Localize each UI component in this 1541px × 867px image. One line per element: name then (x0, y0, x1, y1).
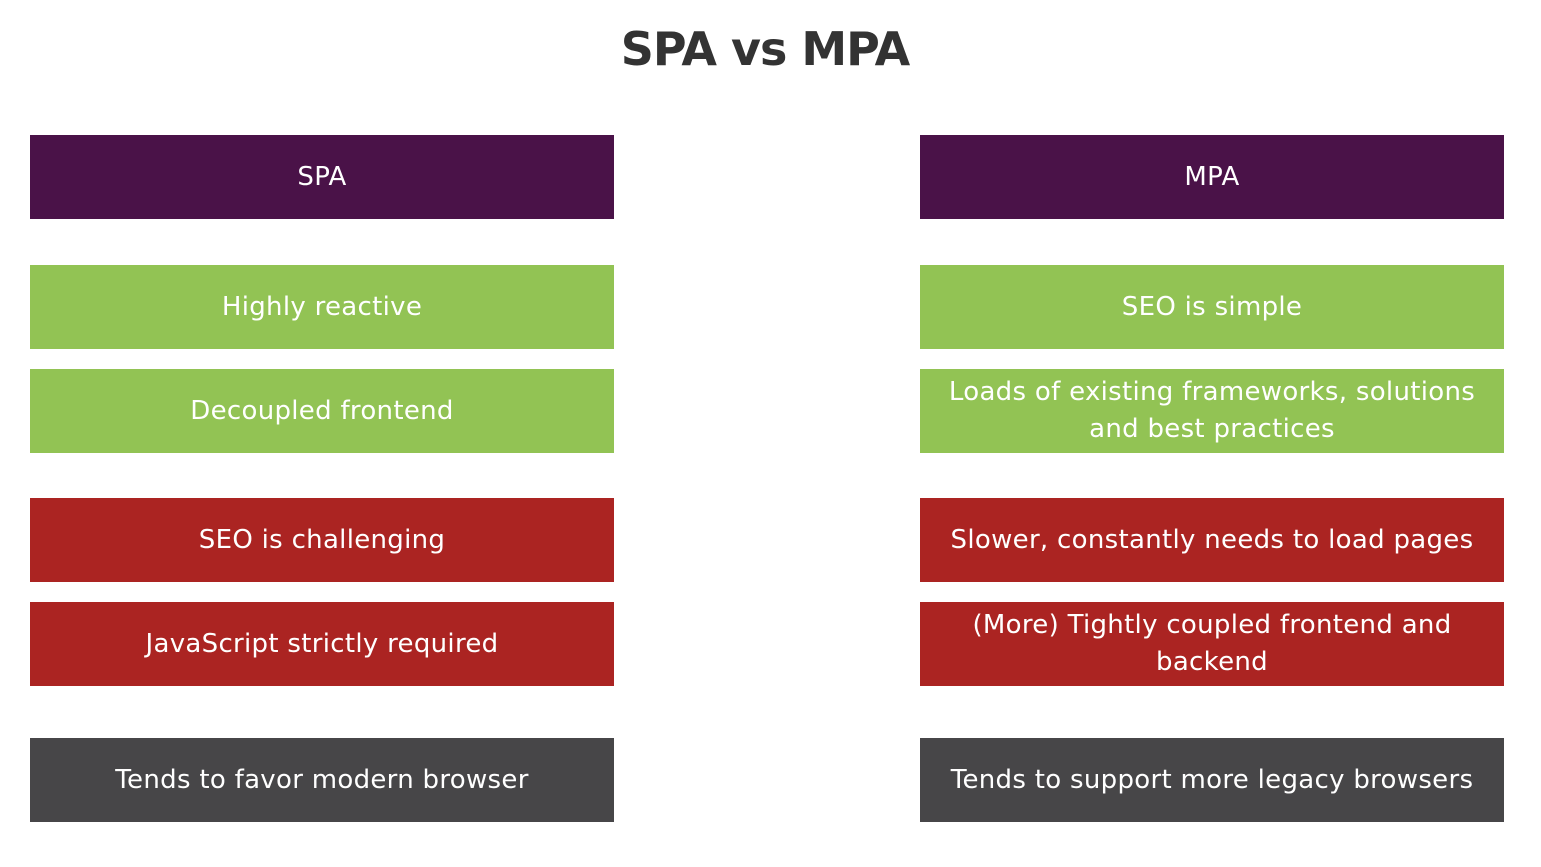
mpa-con-item: Slower, constantly needs to load pages (920, 498, 1504, 582)
spa-pro-item: Highly reactive (30, 265, 614, 349)
mpa-con-item: (More) Tightly coupled frontend and back… (920, 602, 1504, 686)
spa-con-item: SEO is challenging (30, 498, 614, 582)
mpa-pro-item: SEO is simple (920, 265, 1504, 349)
mpa-header: MPA (920, 135, 1504, 219)
mpa-neutral-item: Tends to support more legacy browsers (920, 738, 1504, 822)
spa-header: SPA (30, 135, 614, 219)
page-title: SPA vs MPA (620, 22, 910, 76)
mpa-pro-item: Loads of existing frameworks, solutions … (920, 369, 1504, 453)
spa-neutral-item: Tends to favor modern browser (30, 738, 614, 822)
spa-pro-item: Decoupled frontend (30, 369, 614, 453)
spa-con-item: JavaScript strictly required (30, 602, 614, 686)
